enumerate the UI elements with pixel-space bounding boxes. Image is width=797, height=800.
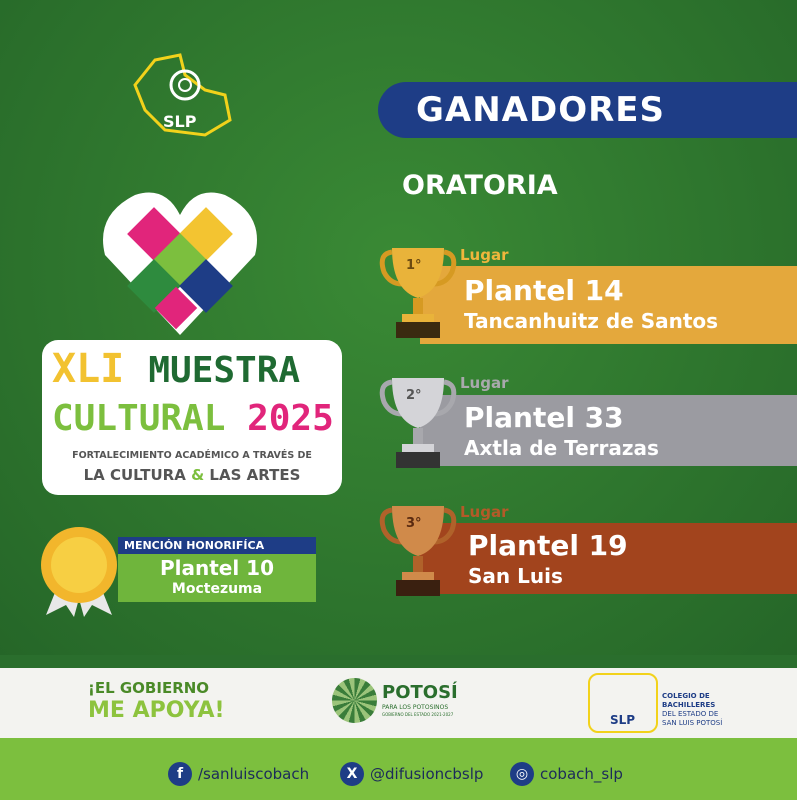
gov-line-1: ¡EL GOBIERNO xyxy=(88,679,210,697)
place-number: 1° xyxy=(406,258,422,273)
place-label: Lugar xyxy=(460,374,509,392)
event-title-logo: XLI MUESTRA CULTURAL 2025 FORTALECIMIENT… xyxy=(42,340,342,495)
cobach-line: COLEGIO DE xyxy=(662,692,710,700)
state-map-icon xyxy=(133,53,232,137)
gold-trophy-icon xyxy=(379,248,457,338)
event-emblem xyxy=(95,175,265,345)
plantel-location: San Luis xyxy=(468,564,563,588)
plantel-location: Moctezuma xyxy=(171,581,263,597)
place-label: Lugar xyxy=(460,503,509,521)
potosi-sub2: GOBIERNO DEL ESTADO 2021-2027 xyxy=(382,712,454,717)
plantel-name: Plantel 10 xyxy=(159,556,275,580)
facebook-icon: f xyxy=(168,762,192,786)
potosi-text: POTOSÍ xyxy=(382,682,458,703)
cobach-name: COLEGIO DE BACHILLERES DEL ESTADO DE SAN… xyxy=(662,692,722,728)
tagline-culture: LA CULTURA xyxy=(83,466,186,484)
winners-banner: GANADORES xyxy=(378,82,797,138)
plantel-name: Plantel 33 xyxy=(464,401,624,434)
instagram-icon: ◎ xyxy=(510,762,534,786)
honorable-title: MENCIÓN HONORIFÍCA xyxy=(118,537,316,554)
instagram-link[interactable]: ◎ cobach_slp xyxy=(510,762,623,786)
slp-text: SLP xyxy=(163,112,197,131)
xli-text: XLI xyxy=(52,346,125,392)
tagline-2: LA CULTURA & LAS ARTES xyxy=(42,466,342,484)
instagram-handle: cobach_slp xyxy=(540,765,623,783)
slp-text: SLP xyxy=(610,713,636,727)
cobach-line: BACHILLERES xyxy=(662,701,716,709)
sponsor-strip: ¡EL GOBIERNO ME APOYA! POTOSÍ PARA LOS P… xyxy=(0,668,797,740)
medal-icon xyxy=(38,525,120,617)
winner-first: Plantel 14 Tancanhuitz de Santos xyxy=(420,266,797,344)
place-number: 3° xyxy=(406,516,422,531)
place-label: Lugar xyxy=(460,246,509,264)
potosi-emblem-icon xyxy=(332,678,377,723)
plantel-name: Plantel 14 xyxy=(464,274,624,307)
cobach-line: SAN LUIS POTOSÍ xyxy=(662,719,723,727)
social-strip xyxy=(0,738,797,800)
arts-heart-icon xyxy=(103,192,257,335)
potosi-sub: PARA LOS POTOSINOS xyxy=(382,704,449,711)
facebook-link[interactable]: f/sanluiscobach xyxy=(168,762,309,786)
silver-trophy-icon xyxy=(379,378,457,468)
tagline-arts: LAS ARTES xyxy=(209,466,301,484)
x-link[interactable]: X @difusioncbslp xyxy=(340,762,483,786)
potosi-logo: POTOSÍ PARA LOS POTOSINOS GOBIERNO DEL E… xyxy=(382,682,458,718)
gov-line-2: ME APOYA! xyxy=(88,698,225,723)
gobierno-logo: ¡EL GOBIERNO ME APOYA! xyxy=(88,678,225,724)
plantel-location: Tancanhuitz de Santos xyxy=(464,309,719,333)
bronze-trophy-icon xyxy=(379,506,457,596)
cultural-text: CULTURAL xyxy=(52,398,226,439)
x-icon: X xyxy=(340,762,364,786)
cobach-footer-logo-icon: SLP xyxy=(588,673,658,733)
winner-second: Plantel 33 Axtla de Terrazas xyxy=(420,395,797,466)
year-text: 2025 xyxy=(247,398,334,439)
tagline-1: FORTALECIMIENTO ACADÉMICO A TRAVÉS DE xyxy=(72,450,312,461)
facebook-handle: /sanluiscobach xyxy=(198,765,310,783)
place-number: 2° xyxy=(406,388,422,403)
category-title: ORATORIA xyxy=(402,170,558,201)
honorable-mention: MENCIÓN HONORIFÍCA Plantel 10 Moctezuma xyxy=(118,537,316,602)
ampersand: & xyxy=(191,466,205,484)
cobach-line: DEL ESTADO DE xyxy=(662,710,719,718)
muestra-text: MUESTRA xyxy=(148,350,301,391)
winner-third: Plantel 19 San Luis xyxy=(420,523,797,594)
plantel-name: Plantel 19 xyxy=(468,529,628,562)
plantel-location: Axtla de Terrazas xyxy=(464,436,659,460)
cobach-logo: SLP xyxy=(125,50,235,140)
x-handle: @difusioncbslp xyxy=(370,765,484,783)
